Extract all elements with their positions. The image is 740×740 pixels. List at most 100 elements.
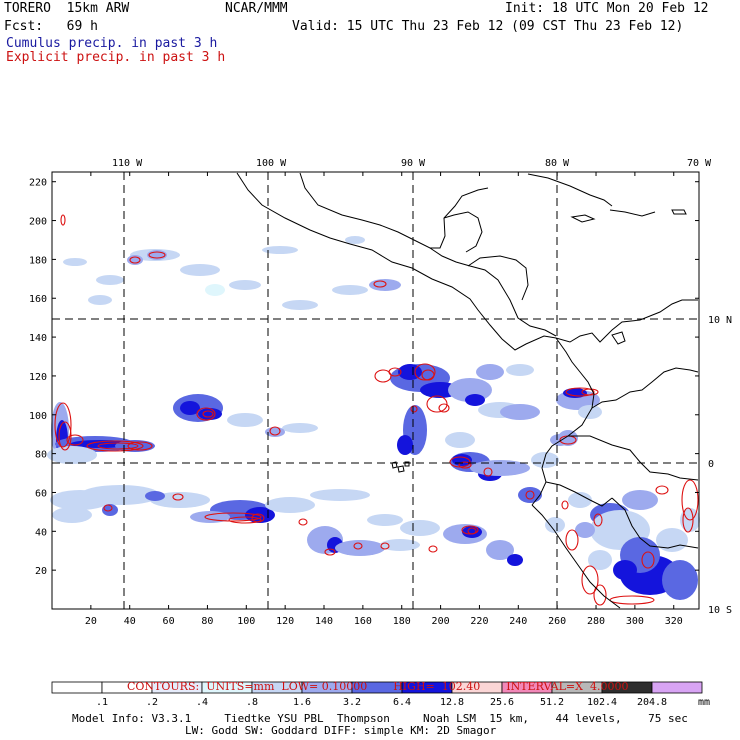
precip-cell [656,528,688,552]
init-time: Init: 18 UTC Mon 20 Feb 12 [505,1,709,16]
model-info-line1: Model Info: V3.3.1 Tiedtke YSU PBL Thomp… [72,712,688,725]
precip-contour [561,500,569,510]
yucatan [443,211,483,253]
precip-contour [458,461,472,469]
colorbar-unit: mm [698,697,710,708]
precip-cell [127,255,143,265]
precip-cell [465,394,485,406]
precip-contour [410,405,418,413]
south-america-north [555,299,698,343]
x-tick-label: 200 [432,616,450,627]
precip-contour [593,513,603,527]
lat-label: 0 [708,459,714,470]
precip-cell [506,364,534,376]
peru-brazil-border [611,497,699,549]
precip-contour [428,545,438,553]
y-tick-label: 200 [29,217,47,228]
precip-cell [227,413,263,427]
central-america-inner [429,247,557,337]
lon-label: 70 W [687,158,712,169]
x-tick-label: 300 [626,616,644,627]
precip-contour [467,527,477,535]
precip-cell [190,511,230,523]
x-tick-label: 40 [124,616,136,627]
precip-cell [282,300,318,310]
x-tick-label: 160 [354,616,372,627]
colorbar-label: 3.2 [343,697,361,708]
precip-cell [310,489,370,501]
y-tick-label: 160 [29,294,47,305]
colombia-pacific-coast [531,337,595,506]
hispaniola [609,209,656,217]
precip-cell [445,432,475,448]
colombia-border [568,435,699,481]
lon-label: 100 W [256,158,287,169]
precip-contour [565,529,579,551]
cuba [527,173,613,207]
y-tick-label: 100 [29,411,47,422]
precip-contour [269,426,281,436]
precip-contour [426,395,448,413]
precip-contour [148,251,166,259]
precip-contour [66,434,84,446]
galapagos-1 [391,461,398,469]
x-tick-label: 80 [201,616,213,627]
colorbar-label: .1 [96,697,108,708]
mexico-coast [236,172,557,351]
contour-units: CONTOURS: UNITS=mm LOW= 0.10000 [127,680,368,693]
lon-label: 110 W [112,158,143,169]
y-tick-label: 60 [35,488,47,499]
precip-contour [581,565,599,595]
precip-cell [198,408,222,420]
colorbar-label: 102.4 [587,697,617,708]
precip-contour [97,442,139,450]
precip-contour [54,402,72,448]
x-tick-label: 280 [587,616,605,627]
colorbar-swatch [651,681,703,694]
x-tick-label: 140 [315,616,333,627]
precip-contour [438,403,450,413]
precip-cell [369,279,401,291]
peru-coast [531,504,621,609]
colorbar-label: 25.6 [490,697,514,708]
lon-label: 90 W [401,158,426,169]
precip-cell [462,526,482,538]
y-tick-label: 20 [35,566,47,577]
x-tick-label: 220 [470,616,488,627]
precip-contour [525,490,535,500]
y-tick-label: 140 [29,333,47,344]
precip-contour [60,214,66,226]
precip-cell [476,364,504,380]
explicit-precip-contours [54,214,699,606]
precip-contour [324,548,336,556]
precip-cell [180,264,220,276]
jamaica [570,214,596,223]
map-frame [51,171,700,610]
precip-contour [373,280,387,288]
model-info-line2: LW: Godd SW: Goddard DIFF: simple KM: 2D… [185,724,497,737]
precip-contour [228,516,262,524]
ecuador-peru-border [545,481,613,507]
galapagos-3 [404,461,410,467]
org-label: NCAR/MMM [225,1,288,16]
coastline-layer [236,172,699,609]
precip-cell [88,295,112,305]
precip-cell [470,460,530,476]
precip-cell [282,423,318,433]
x-tick-label: 180 [393,616,411,627]
precip-cell [102,504,118,516]
precip-contour [641,551,655,569]
y-tick-label: 40 [35,527,47,538]
precip-contour [129,256,141,264]
cumulus-precip-label: Cumulus precip. in past 3 h [6,36,218,51]
precip-cell [52,507,92,523]
colorbar-label: 6.4 [393,697,411,708]
precip-cell [262,246,298,254]
colorbar-label: .2 [146,697,158,708]
model-title: TORERO 15km ARW [4,1,130,16]
precip-cell [367,514,403,526]
colorbar-label: 12.8 [440,697,464,708]
precip-cell [335,540,385,556]
precip-cell [575,522,595,538]
